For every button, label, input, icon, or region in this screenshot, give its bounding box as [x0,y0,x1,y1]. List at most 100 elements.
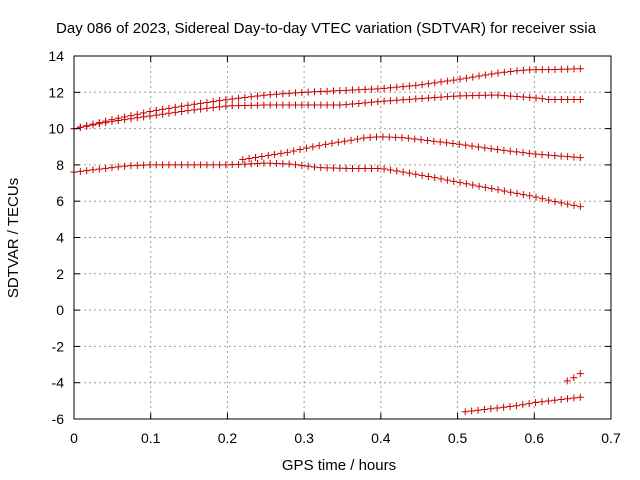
data-point [525,400,533,408]
data-point [184,107,192,115]
data-point [412,81,420,89]
data-point [76,123,84,131]
data-point [292,161,300,169]
data-point [302,144,310,152]
data-point [513,148,521,156]
data-point [545,95,553,103]
data-point [488,91,496,99]
data-point [437,175,445,183]
data-point [361,165,369,173]
data-point [538,66,546,74]
data-point [355,86,363,94]
data-point [519,93,527,101]
data-point [570,153,578,161]
y-tick-label: 0 [56,302,64,318]
data-point [507,92,515,100]
data-point [252,153,260,161]
data-point [469,73,477,81]
data-point [494,91,502,99]
data-point [500,187,508,195]
data-point [260,159,268,167]
data-point [525,149,533,157]
data-point [564,395,572,403]
data-point [544,397,552,405]
data-point [513,189,521,197]
data-point [494,186,502,194]
data-point [171,108,179,116]
data-point [315,142,323,150]
data-point [412,170,420,178]
data-point [576,203,584,211]
data-point [298,162,306,170]
data-point [468,407,476,415]
data-point [481,71,489,79]
data-point [260,101,268,109]
data-point [222,96,230,104]
data-point [273,160,281,168]
data-point [247,101,255,109]
data-point [277,149,285,157]
data-point [393,83,401,91]
data-point [450,92,458,100]
data-point [304,162,312,170]
data-point [178,161,186,169]
data-point [564,200,572,208]
data-point [380,97,388,105]
data-point [519,66,527,74]
data-point [576,65,584,73]
data-point [551,96,559,104]
data-point [190,161,198,169]
data-point [310,101,318,109]
x-tick-label: 0.6 [525,430,545,446]
data-point [360,134,368,142]
data-point [347,136,355,144]
data-point [336,164,344,172]
data-point [532,150,540,158]
data-point [374,165,382,173]
data-point [76,167,84,175]
data-point [532,193,540,201]
data-point [285,89,293,97]
data-point [399,168,407,176]
data-point [481,183,489,191]
series-satellite-e [461,393,584,416]
data-point [557,395,565,403]
data-point [241,160,249,168]
data-point [456,179,464,187]
y-tick-label: 6 [56,193,64,209]
data-point [95,120,103,128]
data-point [475,182,483,190]
data-point [450,177,458,185]
y-tick-label: 8 [56,157,64,173]
data-point [355,165,363,173]
data-point [317,101,325,109]
data-point [526,93,534,101]
data-point [417,136,425,144]
data-point [310,163,318,171]
data-point [494,146,502,154]
data-point [292,89,300,97]
x-tick-label: 0.4 [371,430,391,446]
data-point [557,65,565,73]
x-axis-title: GPS time / hours [282,457,396,474]
data-point [379,133,387,141]
data-point [474,406,482,414]
data-point [462,92,470,100]
data-point [437,78,445,86]
data-point [203,104,211,112]
data-point [203,161,211,169]
data-point [456,92,464,100]
data-point [462,74,470,82]
data-point [197,161,205,169]
data-point [89,121,97,129]
data-point [353,135,361,143]
x-tick-label: 0 [70,430,78,446]
data-point [500,146,508,154]
data-point [235,102,243,110]
data-point [468,142,476,150]
data-point [247,93,255,101]
data-point [570,65,578,73]
data-point [392,133,400,141]
